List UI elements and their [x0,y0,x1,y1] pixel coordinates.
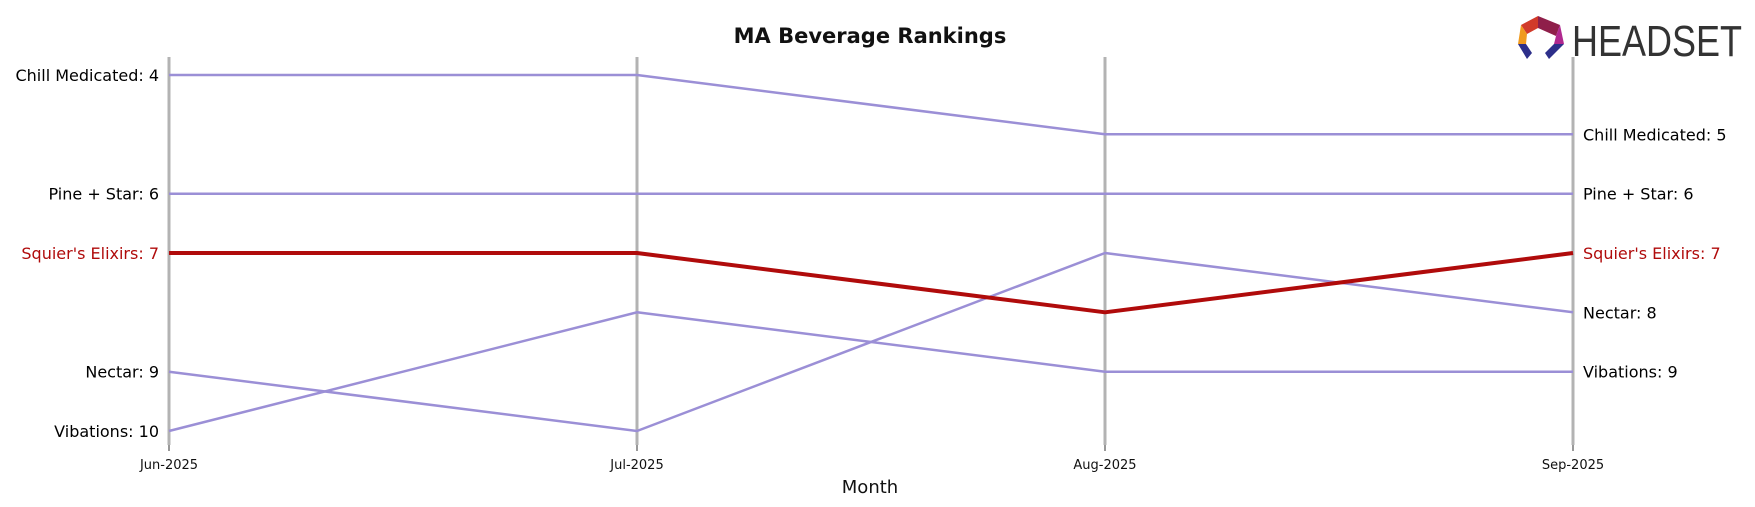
end-label-pine-star: Pine + Star: 6 [1583,185,1694,204]
x-tick-label-sep-2025: Sep-2025 [1542,458,1604,473]
series-line-vibations [168,311,1573,433]
start-label-nectar: Nectar: 9 [85,363,159,382]
start-label-vibations: Vibations: 10 [54,422,159,441]
start-label-pine-star: Pine + Star: 6 [49,185,160,204]
x-axis-label: Month [842,477,898,498]
x-tick-labels: Jun-2025 Jul-2025 Aug-2025 Sep-2025 [139,458,1604,473]
headset-logo-text: HEADSET [1572,17,1742,66]
end-label-nectar: Nectar: 8 [1583,303,1657,322]
series-line-chill-medicated [169,73,1573,136]
series-lines [168,73,1574,433]
end-label-chill-medicated: Chill Medicated: 5 [1583,125,1727,144]
end-label-squier-s-elixirs: Squier's Elixirs: 7 [1583,244,1721,263]
headset-logo-mark-icon [1518,16,1564,59]
x-tick-label-jun-2025: Jun-2025 [139,458,198,473]
series-labels: Chill Medicated: 4 Pine + Star: 6 Squier's… [15,66,1726,441]
headset-logo: HEADSET [1518,16,1742,66]
x-tick-label-aug-2025: Aug-2025 [1073,458,1136,473]
chart-title: MA Beverage Rankings [734,24,1007,48]
start-label-chill-medicated: Chill Medicated: 4 [15,66,159,85]
start-label-squier-s-elixirs: Squier's Elixirs: 7 [21,244,159,263]
series-line-squier-s-elixirs [169,251,1574,315]
end-label-vibations: Vibations: 9 [1583,363,1678,382]
x-tick-label-jul-2025: Jul-2025 [609,458,663,473]
